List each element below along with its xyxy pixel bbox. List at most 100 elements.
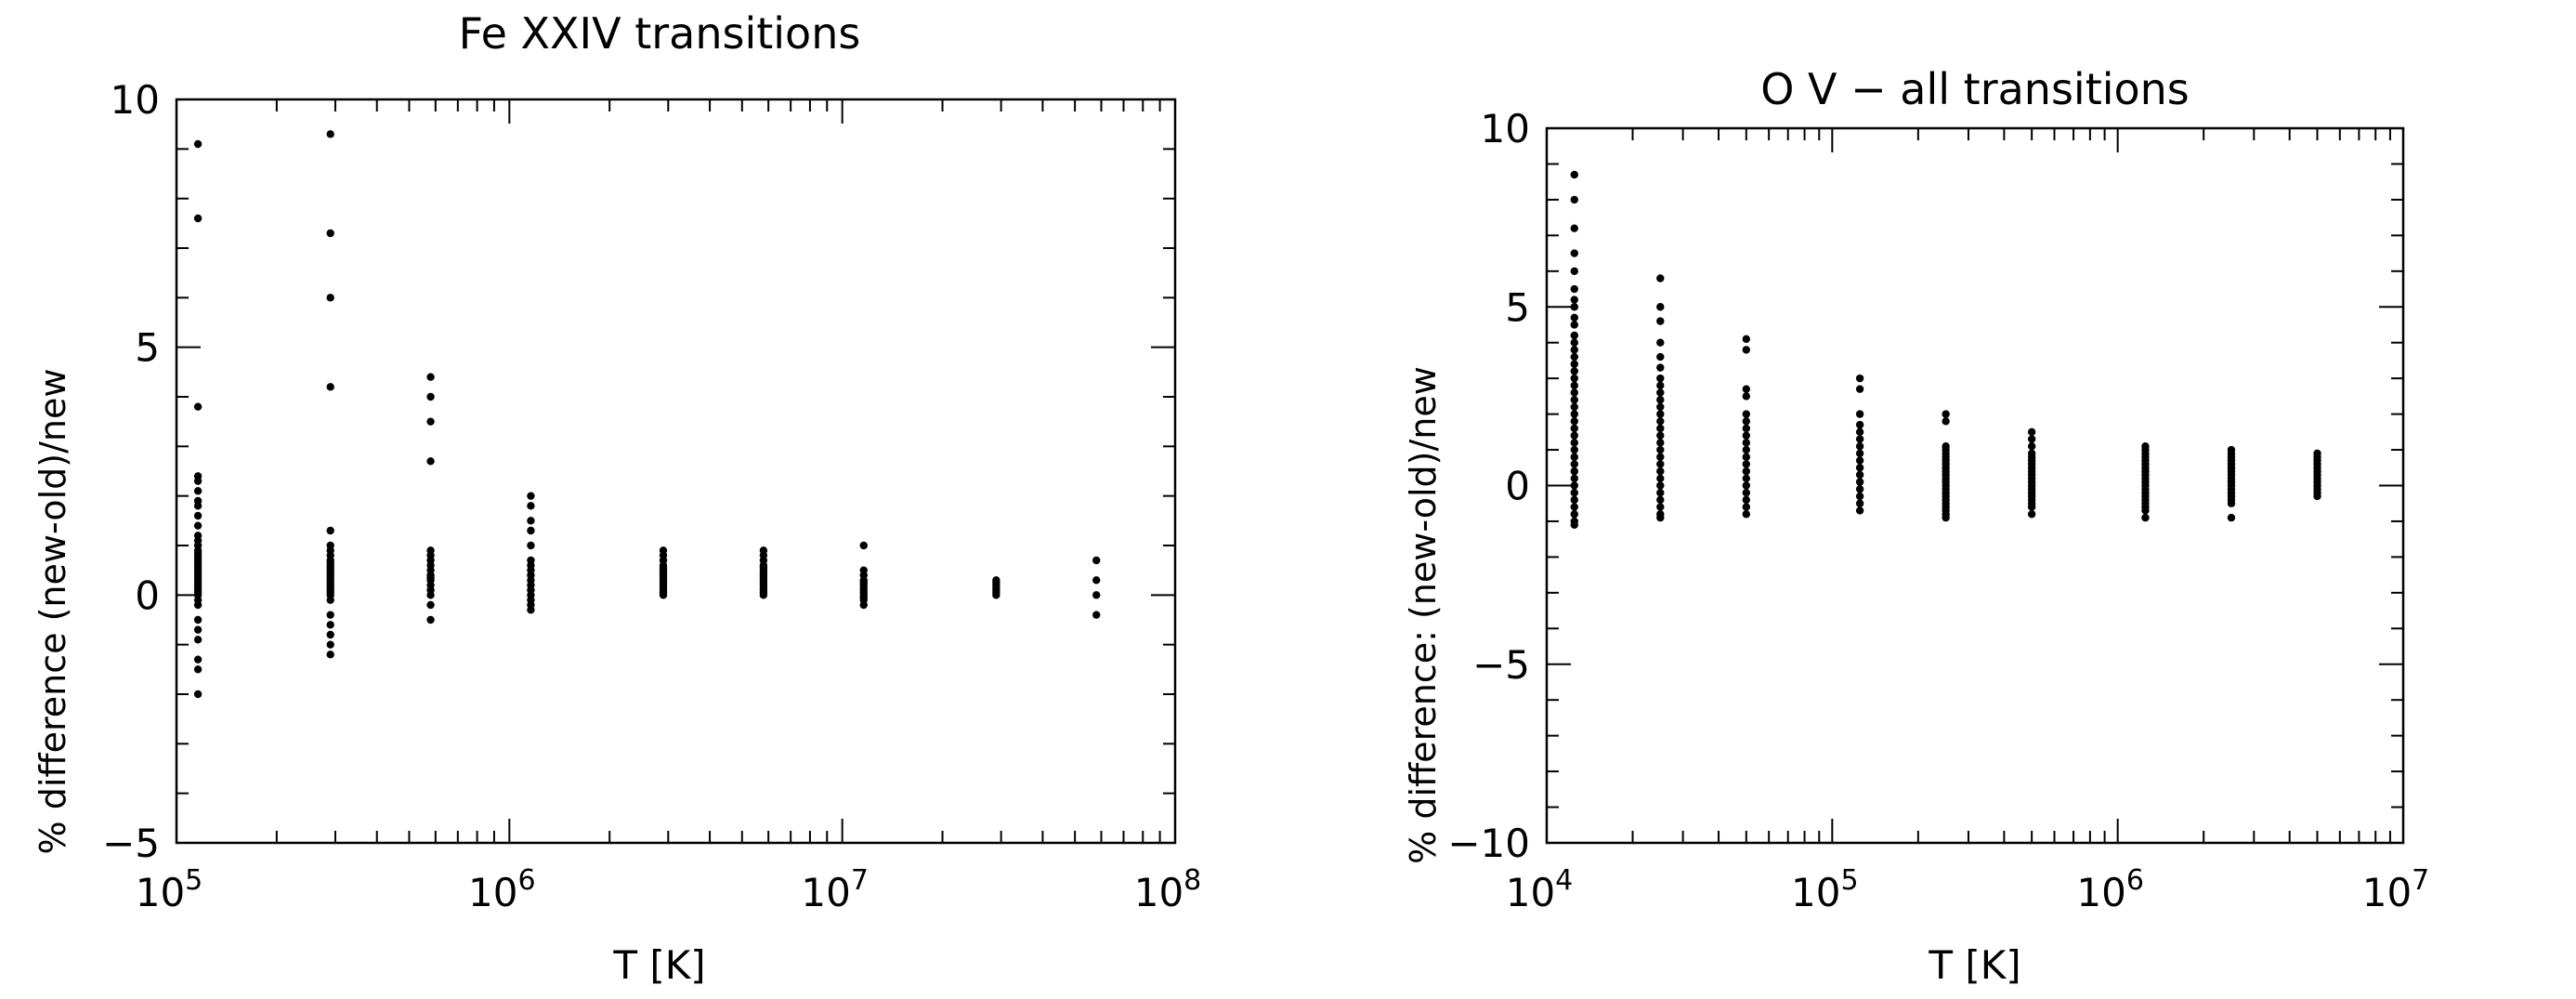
data-point [426, 392, 435, 401]
data-point [426, 615, 435, 624]
data-point [326, 130, 334, 138]
data-point [1656, 274, 1665, 283]
data-point [1855, 410, 1864, 418]
y-tick-label: 0 [1505, 464, 1530, 509]
data-point [193, 214, 203, 223]
data-point [527, 502, 535, 510]
data-point [193, 625, 203, 634]
data-point [1656, 439, 1665, 447]
data-point [1855, 427, 1864, 437]
data-point [1656, 481, 1665, 490]
data-point [1656, 474, 1665, 483]
data-point [1570, 267, 1578, 275]
x-axis-label: T [K] [612, 942, 705, 988]
data-point [326, 621, 334, 629]
data-point [1656, 513, 1665, 522]
data-point [1570, 284, 1578, 294]
data-point [1570, 338, 1578, 347]
y-tick-label: 5 [135, 325, 160, 371]
data-point [1742, 460, 1751, 468]
x-tick-label: 105 [1791, 864, 1859, 915]
data-point [1855, 456, 1864, 465]
y-tick-label: 10 [111, 77, 160, 123]
data-point [1656, 402, 1665, 412]
data-point [1570, 195, 1578, 204]
x-tick-label: 105 [136, 864, 203, 915]
data-point [1742, 488, 1751, 497]
data-point [1855, 506, 1864, 515]
data-point [1656, 495, 1665, 505]
data-point [1855, 420, 1864, 429]
data-point [1942, 417, 1950, 426]
data-point [527, 517, 535, 525]
data-point [193, 477, 203, 485]
data-point [1092, 611, 1101, 619]
plot-frame [175, 98, 1177, 845]
data-point [1742, 510, 1751, 519]
data-point [1570, 481, 1578, 490]
data-point [193, 600, 203, 610]
data-point [426, 417, 435, 426]
data-point [1656, 317, 1665, 325]
data-point [1742, 503, 1751, 511]
data-point [1742, 445, 1751, 454]
data-point [326, 611, 334, 619]
data-point [2027, 435, 2036, 443]
data-point [1942, 410, 1950, 418]
data-point [1570, 224, 1578, 232]
data-point [1656, 410, 1665, 418]
data-point [1570, 460, 1578, 468]
data-point [1742, 495, 1751, 505]
data-point [1742, 346, 1751, 354]
data-point [1570, 303, 1578, 311]
data-point [1855, 464, 1864, 472]
data-point [1570, 331, 1578, 340]
data-point [1855, 449, 1864, 458]
chart-title: O V − all transitions [1760, 64, 2190, 114]
x-tick-label: 107 [801, 864, 869, 915]
data-point [1855, 435, 1864, 443]
data-point [527, 541, 535, 550]
data-point [1942, 513, 1950, 522]
data-point [2141, 506, 2150, 515]
data-point [659, 591, 668, 599]
data-point [992, 591, 1000, 599]
data-point [2227, 513, 2236, 522]
data-point [1656, 338, 1665, 347]
x-tick-label: 106 [2076, 864, 2144, 915]
data-point [193, 636, 203, 644]
data-point [426, 600, 435, 610]
data-point [2027, 510, 2036, 519]
data-point [326, 526, 334, 535]
data-point [759, 591, 768, 599]
data-point [527, 526, 535, 535]
data-point [1570, 170, 1578, 179]
data-point [1570, 453, 1578, 461]
data-point [1656, 303, 1665, 311]
data-point [1570, 346, 1578, 354]
plot-frame [1545, 126, 2405, 845]
data-point [193, 502, 203, 510]
data-point [2027, 442, 2036, 451]
data-point [1570, 495, 1578, 505]
x-tick-label: 106 [468, 864, 536, 915]
data-point [1656, 388, 1665, 397]
data-point [1570, 467, 1578, 476]
data-point [1656, 503, 1665, 511]
data-point [527, 606, 535, 614]
data-point [1570, 474, 1578, 483]
y-tick-label: −5 [102, 821, 160, 866]
data-point [326, 596, 334, 604]
data-point [1855, 492, 1864, 501]
data-point [326, 383, 334, 391]
data-point [1656, 352, 1665, 361]
data-point [1855, 374, 1864, 383]
data-point [2027, 427, 2036, 437]
y-tick-label: 5 [1505, 284, 1530, 330]
data-point [1855, 499, 1864, 507]
chart-panel-fe-xxiv: Fe XXIV transitions T [K] % difference (… [33, 8, 1201, 988]
data-point [1855, 385, 1864, 393]
data-point [2227, 499, 2236, 507]
